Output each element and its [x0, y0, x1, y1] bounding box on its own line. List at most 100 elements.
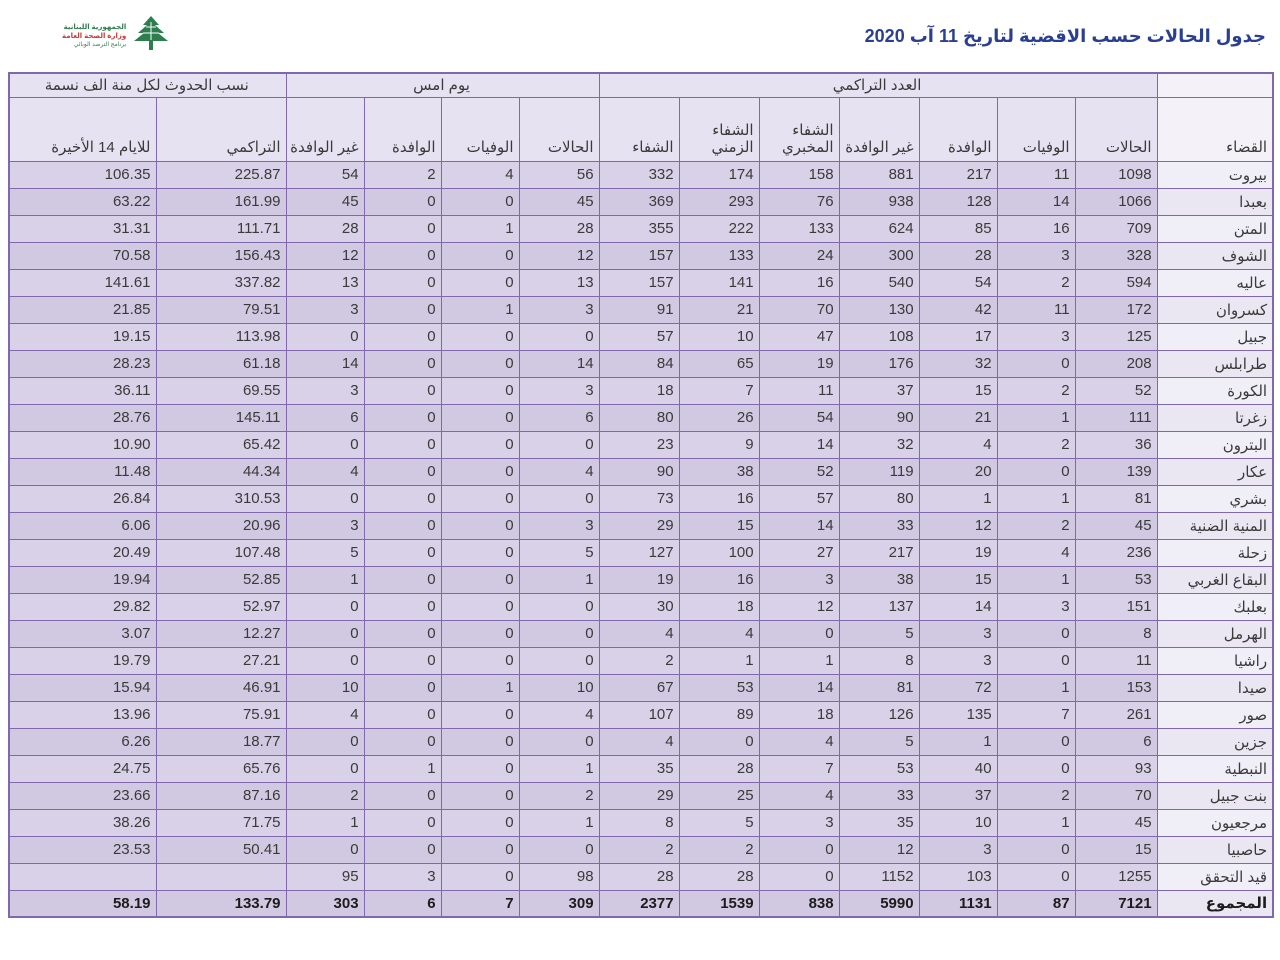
value-cell: 57 — [758, 484, 840, 513]
value-cell: 7 — [678, 376, 760, 405]
table-row: حاصبيا 15 0 3 12 0 2 2 0 0 0 0 50.41 23.53 — [8, 835, 1274, 864]
value-cell: 0 — [518, 727, 600, 756]
value-cell: 28.76 — [8, 403, 157, 432]
table-row: عكار 139 0 20 119 52 38 90 4 0 0 4 44.34 11.48 — [8, 457, 1274, 486]
value-cell: 29.82 — [8, 592, 157, 621]
value-cell: 53 — [1074, 565, 1158, 594]
value-cell: 27 — [758, 538, 840, 567]
value-cell: 12 — [518, 241, 600, 270]
value-cell: 3 — [518, 376, 600, 405]
col-header-district: القضاء — [1156, 96, 1274, 162]
value-cell: 35 — [598, 754, 680, 783]
value-cell: 0 — [440, 511, 520, 540]
value-cell: 0 — [363, 187, 442, 216]
value-cell: 37 — [838, 376, 920, 405]
value-cell: 5 — [838, 619, 920, 648]
value-cell: 6 — [518, 403, 600, 432]
value-cell: 3 — [285, 511, 365, 540]
value-cell: 79.51 — [155, 295, 287, 324]
value-cell: 0 — [440, 565, 520, 594]
value-cell: 303 — [285, 889, 365, 918]
value-cell: 1131 — [918, 889, 998, 918]
value-cell: 20 — [918, 457, 998, 486]
value-cell: 0 — [363, 646, 442, 675]
value-cell: 0 — [440, 457, 520, 486]
value-cell: 4 — [678, 619, 760, 648]
value-cell: 85 — [918, 214, 998, 243]
table-row: بيروت 1098 11 217 881 158 174 332 56 4 2 54 225.87 10… — [8, 160, 1274, 189]
value-cell: 3 — [758, 565, 840, 594]
value-cell: 28 — [678, 754, 760, 783]
value-cell: 0 — [518, 484, 600, 513]
value-cell: 23.53 — [8, 835, 157, 864]
value-cell: 12.27 — [155, 619, 287, 648]
value-cell: 12 — [758, 592, 840, 621]
value-cell: 23 — [598, 430, 680, 459]
value-cell: 0 — [363, 268, 442, 297]
value-cell: 1255 — [1074, 862, 1158, 891]
value-cell: 1 — [758, 646, 840, 675]
value-cell: 0 — [996, 349, 1076, 378]
value-cell: 25 — [678, 781, 760, 810]
value-cell: 32 — [838, 430, 920, 459]
value-cell: 0 — [518, 835, 600, 864]
value-cell: 0 — [440, 403, 520, 432]
value-cell: 12 — [918, 511, 998, 540]
value-cell: 0 — [363, 214, 442, 243]
district-cell: بعلبك — [1156, 592, 1274, 621]
value-cell: 29 — [598, 781, 680, 810]
value-cell: 0 — [285, 727, 365, 756]
value-cell: 309 — [518, 889, 600, 918]
value-cell: 0 — [440, 781, 520, 810]
value-cell: 28 — [598, 862, 680, 891]
value-cell: 1 — [918, 727, 998, 756]
district-cell: كسروان — [1156, 295, 1274, 324]
value-cell: 0 — [758, 862, 840, 891]
district-cell: عاليه — [1156, 268, 1274, 297]
value-cell: 28 — [285, 214, 365, 243]
value-cell: 111.71 — [155, 214, 287, 243]
value-cell: 50.41 — [155, 835, 287, 864]
value-cell: 1 — [996, 403, 1076, 432]
value-cell: 108 — [838, 322, 920, 351]
value-cell: 300 — [838, 241, 920, 270]
value-cell: 30 — [598, 592, 680, 621]
value-cell: 127 — [598, 538, 680, 567]
value-cell: 21 — [918, 403, 998, 432]
value-cell: 63.22 — [8, 187, 157, 216]
value-cell: 0 — [440, 592, 520, 621]
value-cell: 15.94 — [8, 673, 157, 702]
value-cell: 71.75 — [155, 808, 287, 837]
page-title: جدول الحالات حسب الاقضية لتاريخ 11 آب 20… — [864, 26, 1266, 46]
value-cell: 18 — [598, 376, 680, 405]
value-cell: 29 — [598, 511, 680, 540]
value-cell: 1098 — [1074, 160, 1158, 189]
group-header-rates: نسب الحدوث لكل منة الف نسمة — [8, 72, 287, 98]
value-cell: 624 — [838, 214, 920, 243]
value-cell: 65.42 — [155, 430, 287, 459]
district-cell: بشري — [1156, 484, 1274, 513]
value-cell: 4 — [598, 619, 680, 648]
value-cell: 75.91 — [155, 700, 287, 729]
value-cell: 0 — [518, 646, 600, 675]
value-cell: 881 — [838, 160, 920, 189]
value-cell: 73 — [598, 484, 680, 513]
value-cell: 69.55 — [155, 376, 287, 405]
value-cell: 11 — [758, 376, 840, 405]
value-cell: 135 — [918, 700, 998, 729]
value-cell: 28 — [518, 214, 600, 243]
value-cell: 44.34 — [155, 457, 287, 486]
value-cell: 0 — [363, 295, 442, 324]
value-cell: 4 — [758, 727, 840, 756]
value-cell: 9 — [678, 430, 760, 459]
value-cell: 3 — [285, 376, 365, 405]
value-cell: 98 — [518, 862, 600, 891]
value-cell: 0 — [285, 754, 365, 783]
value-cell: 80 — [838, 484, 920, 513]
value-cell: 6.26 — [8, 727, 157, 756]
ministry-logo: الجمهورية اللبنانية وزارة الصحة العامة ب… — [62, 14, 172, 59]
district-cell: زغرتا — [1156, 403, 1274, 432]
district-cell: بنت جبيل — [1156, 781, 1274, 810]
value-cell: 6.06 — [8, 511, 157, 540]
